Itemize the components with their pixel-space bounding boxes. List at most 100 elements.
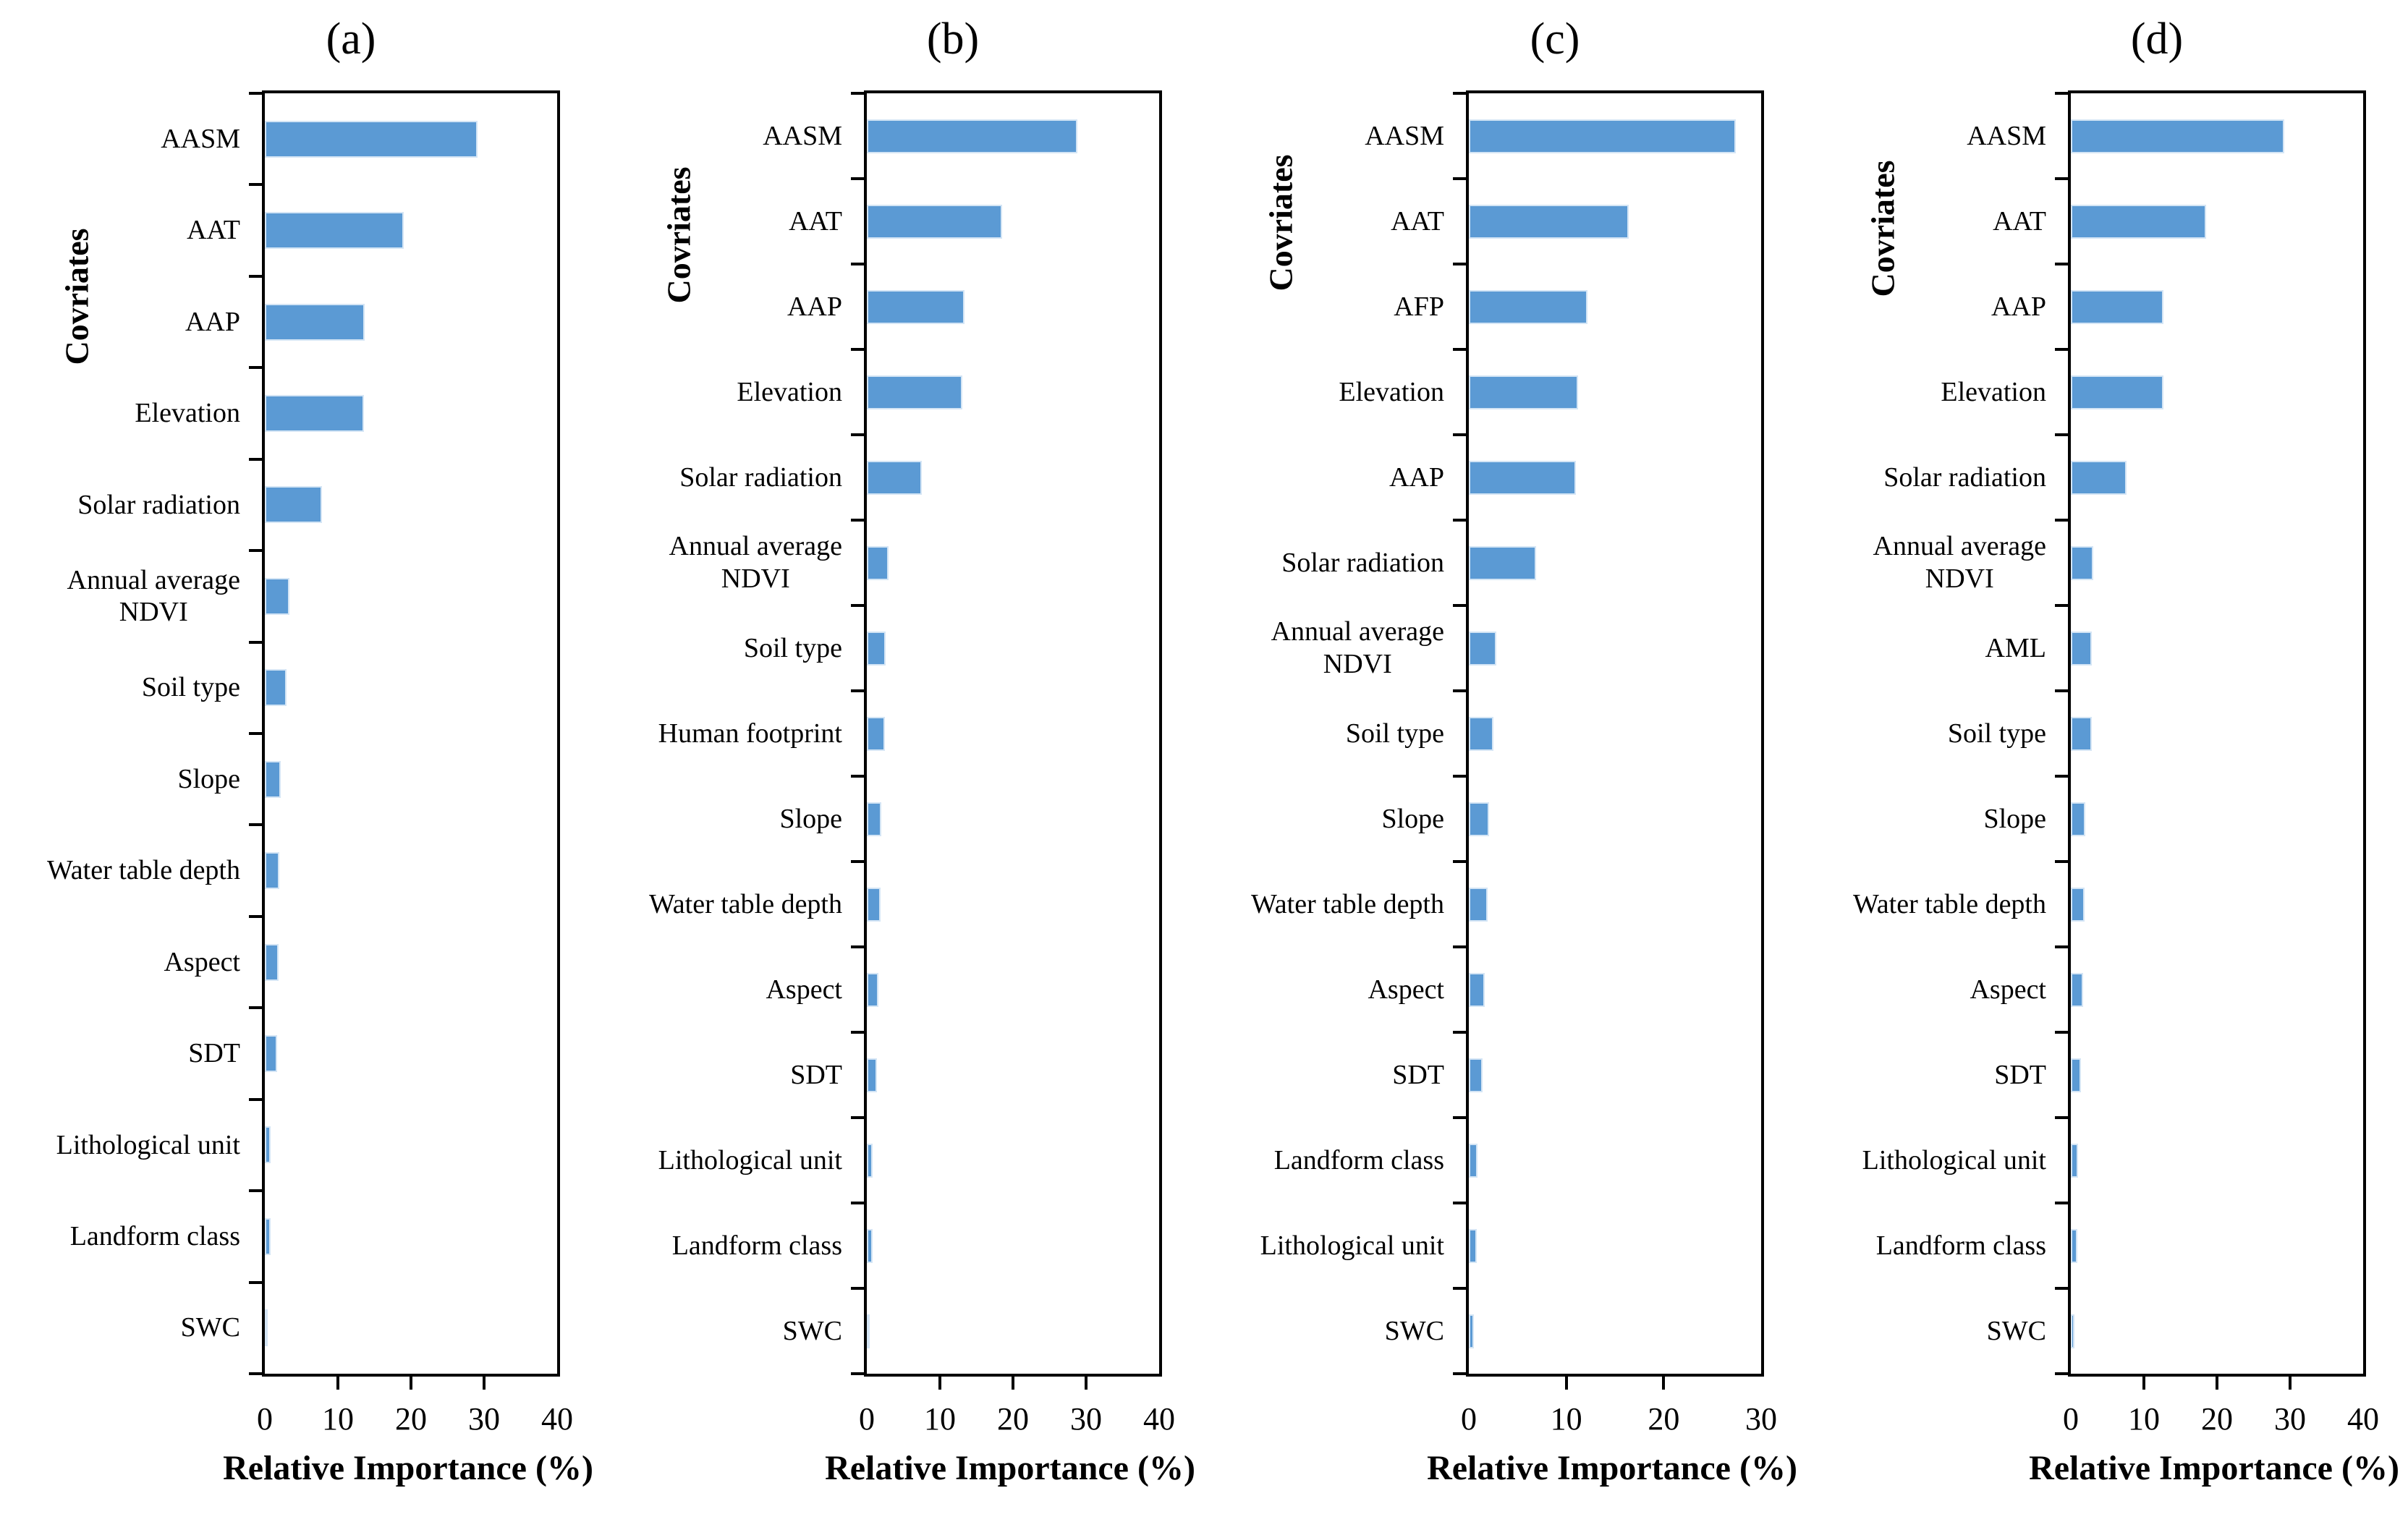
bar [2071,887,2085,922]
y-axis-tick [2055,1202,2068,1204]
chart-title: (d) [2130,14,2184,64]
category-label-text: Solar radiation [77,489,240,520]
bar [1469,631,1496,666]
y-axis-tick [1453,1372,1466,1375]
y-axis-tick [249,1372,262,1375]
y-axis-tick [249,183,262,187]
bar [1469,1314,1474,1348]
y-axis-tick [1453,860,1466,863]
category-label: Soil type [6,645,240,731]
x-axis-tick [1085,1377,1088,1390]
category-label: Solar radiation [608,434,842,521]
bar [867,460,922,495]
bar [1469,887,1488,922]
y-axis-tick [2055,689,2068,692]
panel-c: (c) Covriates Relative Importance (%) AA… [1204,0,1806,1522]
category-label: AAT [1210,178,1444,265]
category-label-text: Lithological unit [56,1129,240,1160]
x-tick-label: 10 [924,1401,956,1437]
y-axis-tick [249,92,262,95]
bar [1469,545,1536,580]
category-label-text: Annual average NDVI [67,564,241,628]
bar [265,395,365,432]
category-label: AASM [1812,93,2046,179]
bar [1469,289,1588,324]
category-label-text: Aspect [1970,974,2046,1005]
x-tick-label: 0 [1461,1401,1477,1437]
category-label-text: Lithological unit [1260,1230,1444,1261]
category-label-text: Landform class [671,1230,842,1261]
y-axis-tick [249,1097,262,1101]
category-label: SDT [1210,1032,1444,1118]
x-tick-label: 30 [468,1401,500,1437]
x-axis-tick [2142,1377,2145,1390]
bar [2071,1143,2079,1178]
category-label: AAT [1812,178,2046,265]
x-tick-label: 40 [1143,1401,1175,1437]
bar [867,716,886,751]
category-label: Water table depth [6,828,240,914]
bar [1469,375,1578,409]
bar [265,486,322,524]
category-label-text: Water table depth [1852,888,2046,919]
category-label: Elevation [1210,349,1444,435]
category-label: Soil type [608,605,842,692]
category-label-text: AASM [1365,120,1444,151]
plot-area [1466,90,1764,1377]
bar [265,760,281,798]
y-axis-tick [851,1116,864,1119]
category-label-text: SWC [180,1312,240,1343]
category-label-text: Water table depth [46,855,240,886]
category-label: Soil type [1812,690,2046,777]
y-axis-tick [851,1031,864,1034]
y-axis-tick [249,1189,262,1193]
category-label-text: Slope [1983,803,2046,834]
category-label: Slope [1812,775,2046,862]
x-tick-label: 30 [1070,1401,1102,1437]
category-label: Human footprint [608,690,842,777]
bar [265,577,290,615]
y-axis-tick [2055,263,2068,265]
bar [2071,972,2084,1007]
x-tick-label: 10 [1550,1401,1582,1437]
x-axis-tick [336,1377,339,1390]
category-label-text: Slope [1381,803,1444,834]
category-label: SWC [1210,1288,1444,1374]
y-axis-tick [249,823,262,827]
bar [867,887,881,922]
category-label: Annual average NDVI [1210,605,1445,692]
y-axis-tick [851,604,864,607]
category-label: Lithological unit [1812,1117,2046,1204]
bar [2071,204,2206,239]
y-axis-tick [851,775,864,778]
category-label-text: Elevation [135,398,240,429]
category-label-text: Solar radiation [679,462,842,493]
category-label: SWC [608,1288,842,1374]
category-label-text: Landform class [69,1220,240,1251]
x-tick-label: 10 [322,1401,354,1437]
category-label-text: AASM [1967,120,2046,151]
bar [2071,1058,2082,1092]
chart-title: (a) [326,14,376,64]
y-axis-tick [851,92,864,95]
category-label-text: Soil type [141,672,240,703]
x-tick-label: 40 [541,1401,573,1437]
category-label-text: Elevation [737,376,842,407]
x-axis-tick [1012,1377,1014,1390]
y-axis-tick [1453,1031,1466,1034]
bar [265,1035,278,1072]
category-label-text: SWC [1384,1315,1444,1346]
y-axis-tick [249,1280,262,1284]
x-tick-label: 10 [2128,1401,2160,1437]
x-axis-tick [938,1377,941,1390]
bar [2071,1314,2075,1348]
category-label: SDT [608,1032,842,1118]
category-label-text: Landform class [1875,1230,2046,1261]
category-label: Annual average NDVI [1812,519,2047,606]
category-label-text: Annual average NDVI [1873,531,2047,594]
category-label: Landform class [608,1202,842,1289]
bar [867,972,879,1007]
y-axis-tick [851,860,864,863]
bar [867,119,1077,153]
